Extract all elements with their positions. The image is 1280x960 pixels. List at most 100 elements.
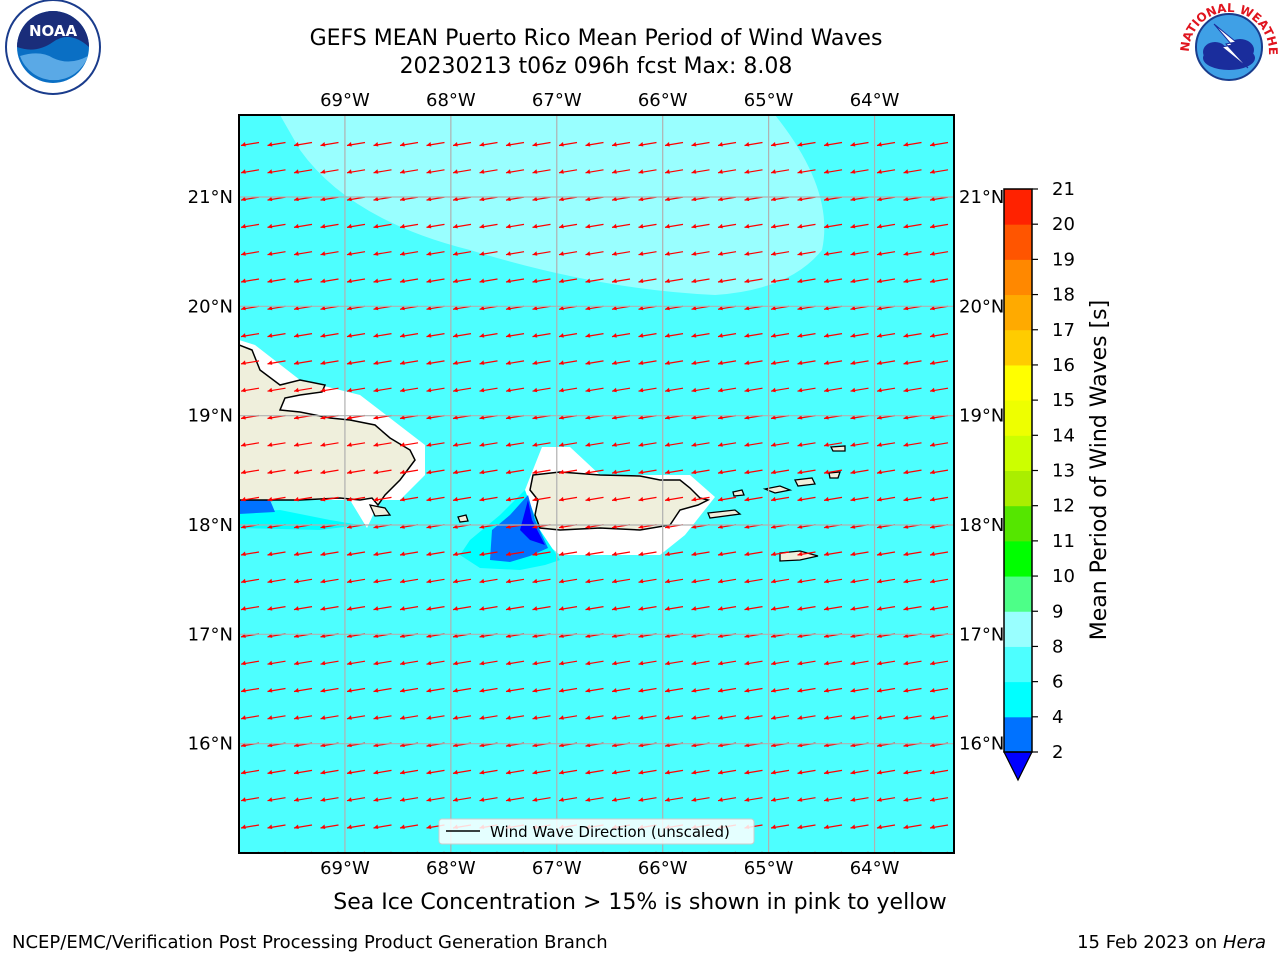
wind-arrow (240, 387, 260, 393)
wind-arrow (823, 715, 843, 720)
wind-arrow (426, 769, 445, 775)
wind-arrow (611, 387, 631, 393)
wind-arrow (929, 797, 949, 802)
wind-arrow (770, 687, 790, 693)
wind-arrow (373, 660, 392, 666)
wind-arrow (267, 687, 286, 693)
wind-arrow (452, 442, 472, 447)
wind-arrow (876, 606, 896, 611)
wind-arrow (664, 496, 684, 502)
wind-arrow (240, 551, 260, 556)
wind-arrow (638, 141, 657, 147)
wind-arrow (691, 442, 710, 447)
lon-tick-label-bottom: 69°W (320, 858, 370, 879)
wind-arrow (399, 360, 419, 365)
wind-arrow (267, 442, 286, 447)
colorbar-tick-label: 18 (1052, 285, 1075, 306)
lat-labels-right: 21°N 20°N 19°N 18°N 17°N 16°N (959, 187, 1004, 755)
wind-arrow (320, 169, 339, 174)
colorbar-tick-label: 17 (1052, 320, 1075, 341)
wind-arrow (717, 578, 737, 584)
wind-arrow (532, 442, 551, 447)
wind-arrow (929, 824, 949, 829)
colorbar-bin (1004, 435, 1032, 471)
wind-arrow (240, 578, 260, 584)
wind-arrow (903, 797, 922, 802)
wind-arrow (929, 496, 949, 502)
wind-arrow (638, 769, 657, 775)
wind-arrow (320, 251, 339, 256)
wind-arrow (532, 333, 551, 338)
wind-arrow (585, 251, 604, 256)
wind-arrow (611, 196, 631, 202)
wind-arrow (532, 496, 551, 502)
land-virgin-gorda (828, 471, 841, 479)
wind-arrow (346, 824, 366, 829)
wind-arrow (664, 360, 684, 365)
wind-arrow (320, 333, 339, 338)
wind-arrow (744, 141, 763, 147)
wind-arrow (770, 578, 790, 584)
wind-arrow (452, 660, 472, 666)
wind-arrow (585, 442, 604, 447)
colorbar-tick-label: 13 (1052, 461, 1075, 482)
period-2-4-region (490, 495, 548, 562)
wind-arrow (744, 769, 763, 775)
wind-arrow (770, 660, 790, 666)
wind-arrow (638, 223, 657, 229)
wind-arrow (267, 141, 286, 147)
wind-arrow (717, 606, 737, 611)
wind-arrow (744, 797, 763, 802)
wind-arrow (929, 360, 949, 365)
wind-arrow (532, 551, 551, 556)
wind-arrow (797, 769, 816, 775)
wind-arrow (691, 333, 710, 338)
wind-arrow (505, 578, 525, 584)
wind-arrow (876, 469, 896, 475)
wind-arrow (850, 278, 869, 283)
lon-tick-label-top: 64°W (850, 90, 900, 111)
wind-arrow (558, 715, 578, 720)
wind-arrow (850, 387, 869, 393)
wind-arrow (240, 442, 260, 447)
wind-arrow (770, 606, 790, 611)
wind-arrow (399, 660, 419, 666)
wind-arrow (452, 606, 472, 611)
wind-arrow (426, 715, 445, 720)
wind-arrow (876, 223, 896, 229)
wind-arrow (903, 687, 922, 693)
wind-arrow (691, 606, 710, 611)
colorbar-bin (1004, 716, 1032, 753)
wind-arrow (452, 141, 472, 147)
wind-arrow (876, 333, 896, 338)
wind-arrow (240, 660, 260, 666)
wind-arrow (452, 551, 472, 556)
wind-arrow (585, 223, 604, 229)
wind-arrow (558, 578, 578, 584)
wind-arrow (770, 196, 790, 202)
wind-arrow (426, 223, 445, 229)
colorbar-bin (1004, 189, 1032, 225)
land-isla-saona (368, 504, 392, 517)
wind-arrow (452, 715, 472, 720)
wind-arrow (823, 496, 843, 502)
land-isla-mona (457, 514, 469, 523)
wind-arrow (823, 769, 843, 775)
wind-arrow (267, 196, 286, 202)
wind-arrow (823, 223, 843, 229)
wind-arrow (744, 715, 763, 720)
noaa-logo: NOAA (5, 0, 101, 95)
wind-arrow (691, 715, 710, 720)
wind-arrow (240, 769, 260, 775)
wind-arrow (744, 360, 763, 365)
wind-arrow (823, 169, 843, 174)
wind-arrow (452, 578, 472, 584)
colorbar-tick-label: 21 (1052, 179, 1075, 200)
wind-arrow (638, 278, 657, 283)
wind-arrow (929, 333, 949, 338)
wind-arrow (770, 797, 790, 802)
wind-arrow (505, 278, 525, 283)
wind-arrow (691, 196, 710, 202)
wind-arrow (267, 606, 286, 611)
wind-arrow (585, 551, 604, 556)
